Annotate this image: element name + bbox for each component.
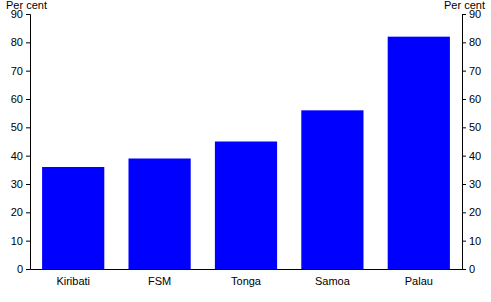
tick-mark xyxy=(462,184,466,185)
tick: 20 xyxy=(11,206,30,218)
tick-mark xyxy=(462,71,466,72)
tick-mark xyxy=(462,269,466,270)
bar xyxy=(215,142,277,270)
tick: 0 xyxy=(17,263,30,275)
tick-label: 50 xyxy=(469,121,481,133)
tick: 20 xyxy=(462,206,481,218)
tick-label: 50 xyxy=(11,121,23,133)
axis-line xyxy=(26,15,31,270)
tick-mark xyxy=(26,269,30,270)
bar xyxy=(301,110,363,269)
bar xyxy=(388,37,450,269)
tick-label: Tonga xyxy=(231,275,262,287)
tick-label: 40 xyxy=(469,150,481,162)
tick-label: 40 xyxy=(11,150,23,162)
tick-label: 80 xyxy=(11,36,23,48)
tick-label: Kiribati xyxy=(56,275,90,287)
tick-mark xyxy=(26,14,30,15)
tick-label: 70 xyxy=(469,65,481,77)
bar xyxy=(42,167,104,269)
tick-mark xyxy=(26,241,30,242)
y-axis-title: Per cent xyxy=(6,0,47,11)
tick-label: 30 xyxy=(11,178,23,190)
tick-label: 10 xyxy=(469,235,481,247)
tick: 10 xyxy=(462,235,481,247)
tick: FSM xyxy=(148,269,171,287)
tick-mark xyxy=(462,212,466,213)
tick-mark xyxy=(26,156,30,157)
tick-label: Palau xyxy=(405,275,433,287)
y2-axis-title: Per cent xyxy=(444,0,485,11)
tick-label: 20 xyxy=(11,206,23,218)
axis-line xyxy=(31,269,463,270)
tick: 70 xyxy=(11,65,30,77)
tick-mark xyxy=(26,127,30,128)
tick-mark xyxy=(26,71,30,72)
tick-label: 80 xyxy=(469,36,481,48)
tick-label: 0 xyxy=(469,263,475,275)
tick-mark xyxy=(26,184,30,185)
tick-label: FSM xyxy=(148,275,171,287)
tick-mark xyxy=(462,14,466,15)
tick: Samoa xyxy=(315,269,351,287)
tick: 60 xyxy=(11,93,30,105)
chart: 01020304050607080900102030405060708090Ki… xyxy=(0,0,491,302)
tick: Palau xyxy=(405,269,433,287)
axis-line xyxy=(463,15,467,270)
tick: 10 xyxy=(11,235,30,247)
tick: 70 xyxy=(462,65,481,77)
tick-mark xyxy=(462,99,466,100)
tick: 40 xyxy=(462,150,481,162)
bar xyxy=(128,159,190,270)
tick-mark xyxy=(462,42,466,43)
tick-label: 30 xyxy=(469,178,481,190)
plot: 01020304050607080900102030405060708090Ki… xyxy=(11,8,482,287)
y2-axis: 0102030405060708090 xyxy=(462,8,481,275)
tick: 50 xyxy=(462,121,481,133)
tick-label: 70 xyxy=(11,65,23,77)
tick: Tonga xyxy=(231,269,262,287)
tick-mark xyxy=(26,212,30,213)
tick: 40 xyxy=(11,150,30,162)
tick: 60 xyxy=(462,93,481,105)
tick-label: Samoa xyxy=(315,275,351,287)
tick-mark xyxy=(26,42,30,43)
tick-label: 10 xyxy=(11,235,23,247)
tick-label: 60 xyxy=(469,93,481,105)
tick: 80 xyxy=(462,36,481,48)
tick-label: 60 xyxy=(11,93,23,105)
tick: 0 xyxy=(462,263,475,275)
tick: 50 xyxy=(11,121,30,133)
tick-mark xyxy=(26,99,30,100)
tick: 30 xyxy=(11,178,30,190)
tick: 30 xyxy=(462,178,481,190)
y-axis: 0102030405060708090 xyxy=(11,8,31,275)
tick-mark xyxy=(462,156,466,157)
tick-mark xyxy=(462,127,466,128)
tick-mark xyxy=(462,241,466,242)
tick: 80 xyxy=(11,36,30,48)
tick: Kiribati xyxy=(56,269,90,287)
x-axis: Kiribati FSM Tonga Samoa Palau xyxy=(31,269,463,287)
bars xyxy=(42,37,450,269)
tick-label: 20 xyxy=(469,206,481,218)
tick-label: 0 xyxy=(17,263,23,275)
